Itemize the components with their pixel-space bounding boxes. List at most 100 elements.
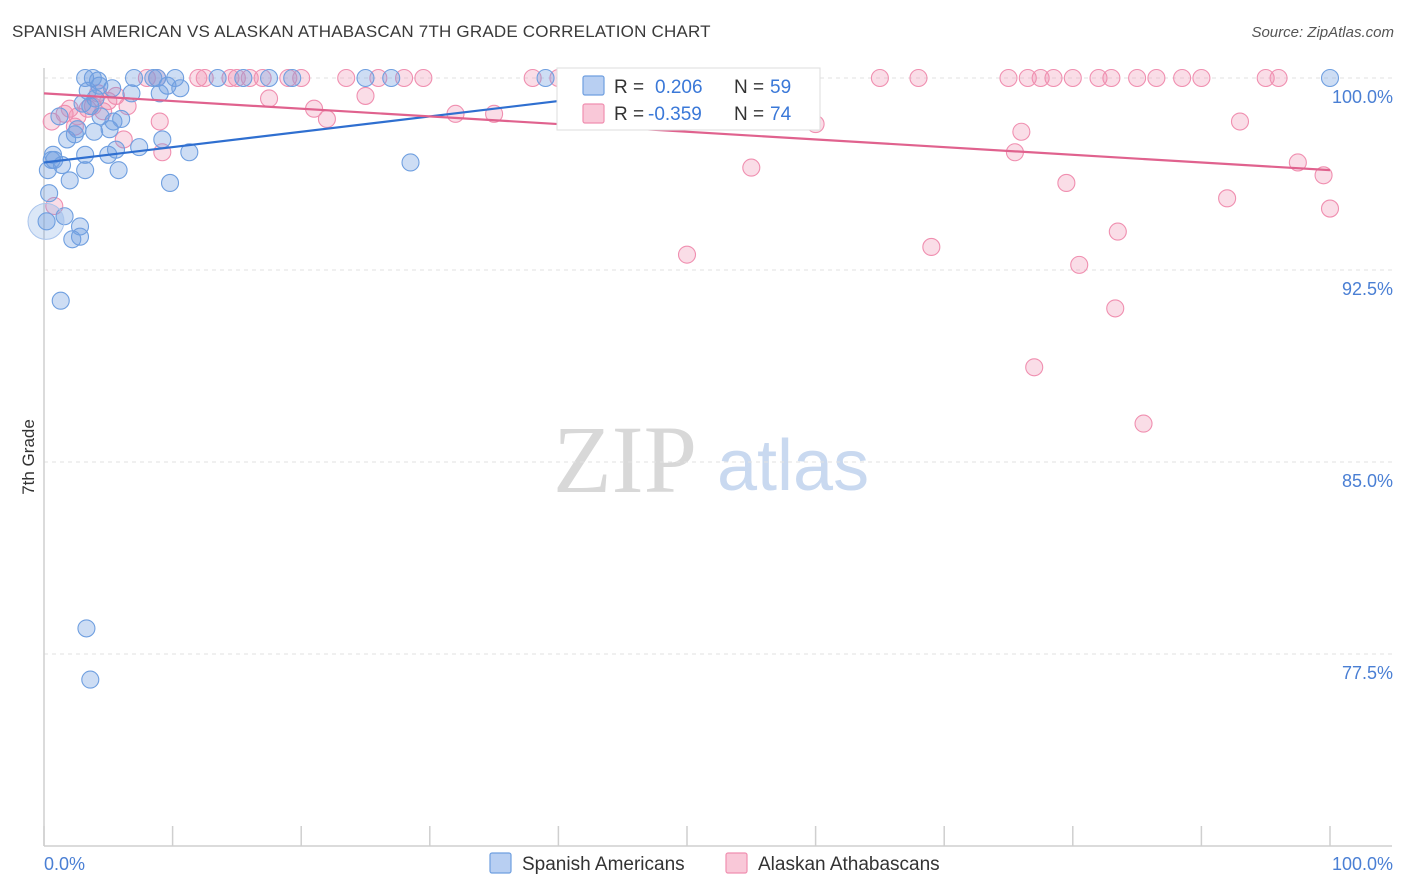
data-point — [283, 68, 302, 88]
data-point — [85, 122, 104, 141]
data-point — [1134, 414, 1153, 433]
data-point — [259, 68, 279, 88]
legend-swatch-spanish-americans — [582, 75, 605, 96]
watermark: ZIP atlas — [553, 406, 869, 513]
data-point — [240, 68, 259, 88]
legend-swatch-alaskan-athabascans — [582, 103, 605, 124]
data-point — [1218, 189, 1237, 208]
data-point — [1192, 68, 1211, 88]
data-point — [60, 171, 79, 190]
data-point — [1012, 122, 1031, 141]
data-point — [51, 291, 70, 310]
data-point — [356, 86, 375, 105]
data-point — [677, 245, 697, 264]
bottom-legend-swatch-alaskan-athabascans — [725, 852, 748, 874]
data-point — [401, 153, 420, 172]
data-point — [70, 227, 90, 246]
legend-r-value-2: -0.359 — [648, 104, 702, 125]
data-point — [55, 207, 74, 226]
data-point — [1063, 68, 1082, 88]
data-point — [83, 68, 102, 88]
data-point — [742, 158, 761, 177]
data-point — [160, 173, 180, 193]
legend-n-label-2: N = — [734, 104, 764, 125]
chart-title: SPANISH AMERICAN VS ALASKAN ATHABASCAN 7… — [12, 22, 711, 41]
data-point — [1025, 358, 1044, 377]
legend-r-label-1: R = — [614, 77, 644, 98]
data-point — [1108, 222, 1127, 241]
data-point — [1147, 68, 1166, 88]
data-point — [76, 145, 95, 164]
data-point — [536, 68, 555, 88]
data-point — [227, 68, 246, 88]
data-point — [870, 68, 889, 88]
data-point — [65, 125, 84, 144]
x-axis-ticks — [43, 826, 1331, 846]
data-point — [76, 161, 95, 180]
data-point — [68, 120, 87, 139]
data-point — [103, 79, 122, 98]
trend-line — [43, 92, 1331, 172]
data-point — [109, 161, 128, 180]
data-point — [70, 217, 90, 236]
legend-box: R = 0.206 N = 59 R = -0.359 N = 74 — [556, 67, 821, 131]
data-point — [253, 68, 272, 88]
data-point — [523, 68, 542, 88]
data-point — [382, 68, 401, 88]
source-label: Source: ZipAtlas.com — [1251, 24, 1394, 41]
y-tick-label: 85.0% — [1342, 471, 1393, 491]
gridlines — [44, 77, 1392, 655]
bottom-legend-label-spanish-americans: Spanish Americans — [522, 854, 685, 875]
data-point — [137, 68, 156, 88]
legend-n-value-2: 74 — [770, 104, 792, 125]
data-point — [50, 107, 69, 126]
data-point — [234, 68, 253, 88]
data-point — [999, 68, 1018, 88]
data-point — [279, 68, 298, 88]
data-point — [180, 143, 199, 162]
legend-r-label-2: R = — [614, 104, 644, 125]
data-point — [195, 68, 214, 88]
data-point — [189, 68, 208, 88]
legend-n-value-1: 59 — [770, 77, 791, 98]
data-point — [1102, 68, 1121, 88]
series-spanish-americans — [27, 68, 1340, 689]
data-point — [130, 138, 149, 157]
legend-r-value-1: 0.206 — [655, 77, 703, 98]
data-point — [317, 109, 336, 129]
legend-n-label-1: N = — [734, 77, 764, 98]
data-point — [1269, 68, 1288, 88]
data-point — [150, 84, 169, 103]
data-point — [922, 237, 941, 257]
data-point — [1031, 68, 1050, 88]
data-point — [1044, 68, 1063, 88]
data-point — [259, 89, 279, 108]
data-point — [166, 68, 185, 88]
data-point — [37, 212, 56, 231]
y-tick-label: 100.0% — [1332, 87, 1393, 107]
data-point — [148, 68, 167, 88]
y-axis-tick-labels: 100.0% 92.5% 85.0% 77.5% — [1332, 87, 1393, 683]
data-point — [150, 112, 169, 131]
data-point — [27, 202, 65, 240]
data-point — [1320, 199, 1340, 218]
y-axis-title: 7th Grade — [19, 419, 38, 495]
data-point — [124, 68, 144, 88]
data-point — [356, 68, 375, 88]
data-point — [1070, 255, 1089, 274]
data-point — [221, 68, 240, 88]
watermark-zip: ZIP — [553, 406, 697, 513]
data-point — [369, 68, 388, 88]
bottom-legend: Spanish Americans Alaskan Athabascans — [489, 852, 940, 875]
data-point — [153, 130, 172, 149]
data-point — [171, 79, 190, 98]
x-tick-label-max: 100.0% — [1332, 854, 1393, 874]
bottom-legend-label-alaskan-athabascans: Alaskan Athabascans — [758, 854, 940, 875]
data-point — [337, 68, 356, 88]
y-tick-label: 92.5% — [1342, 279, 1393, 299]
data-point — [1089, 68, 1108, 88]
data-point — [40, 184, 59, 203]
data-point — [112, 109, 131, 129]
data-point — [909, 68, 928, 88]
